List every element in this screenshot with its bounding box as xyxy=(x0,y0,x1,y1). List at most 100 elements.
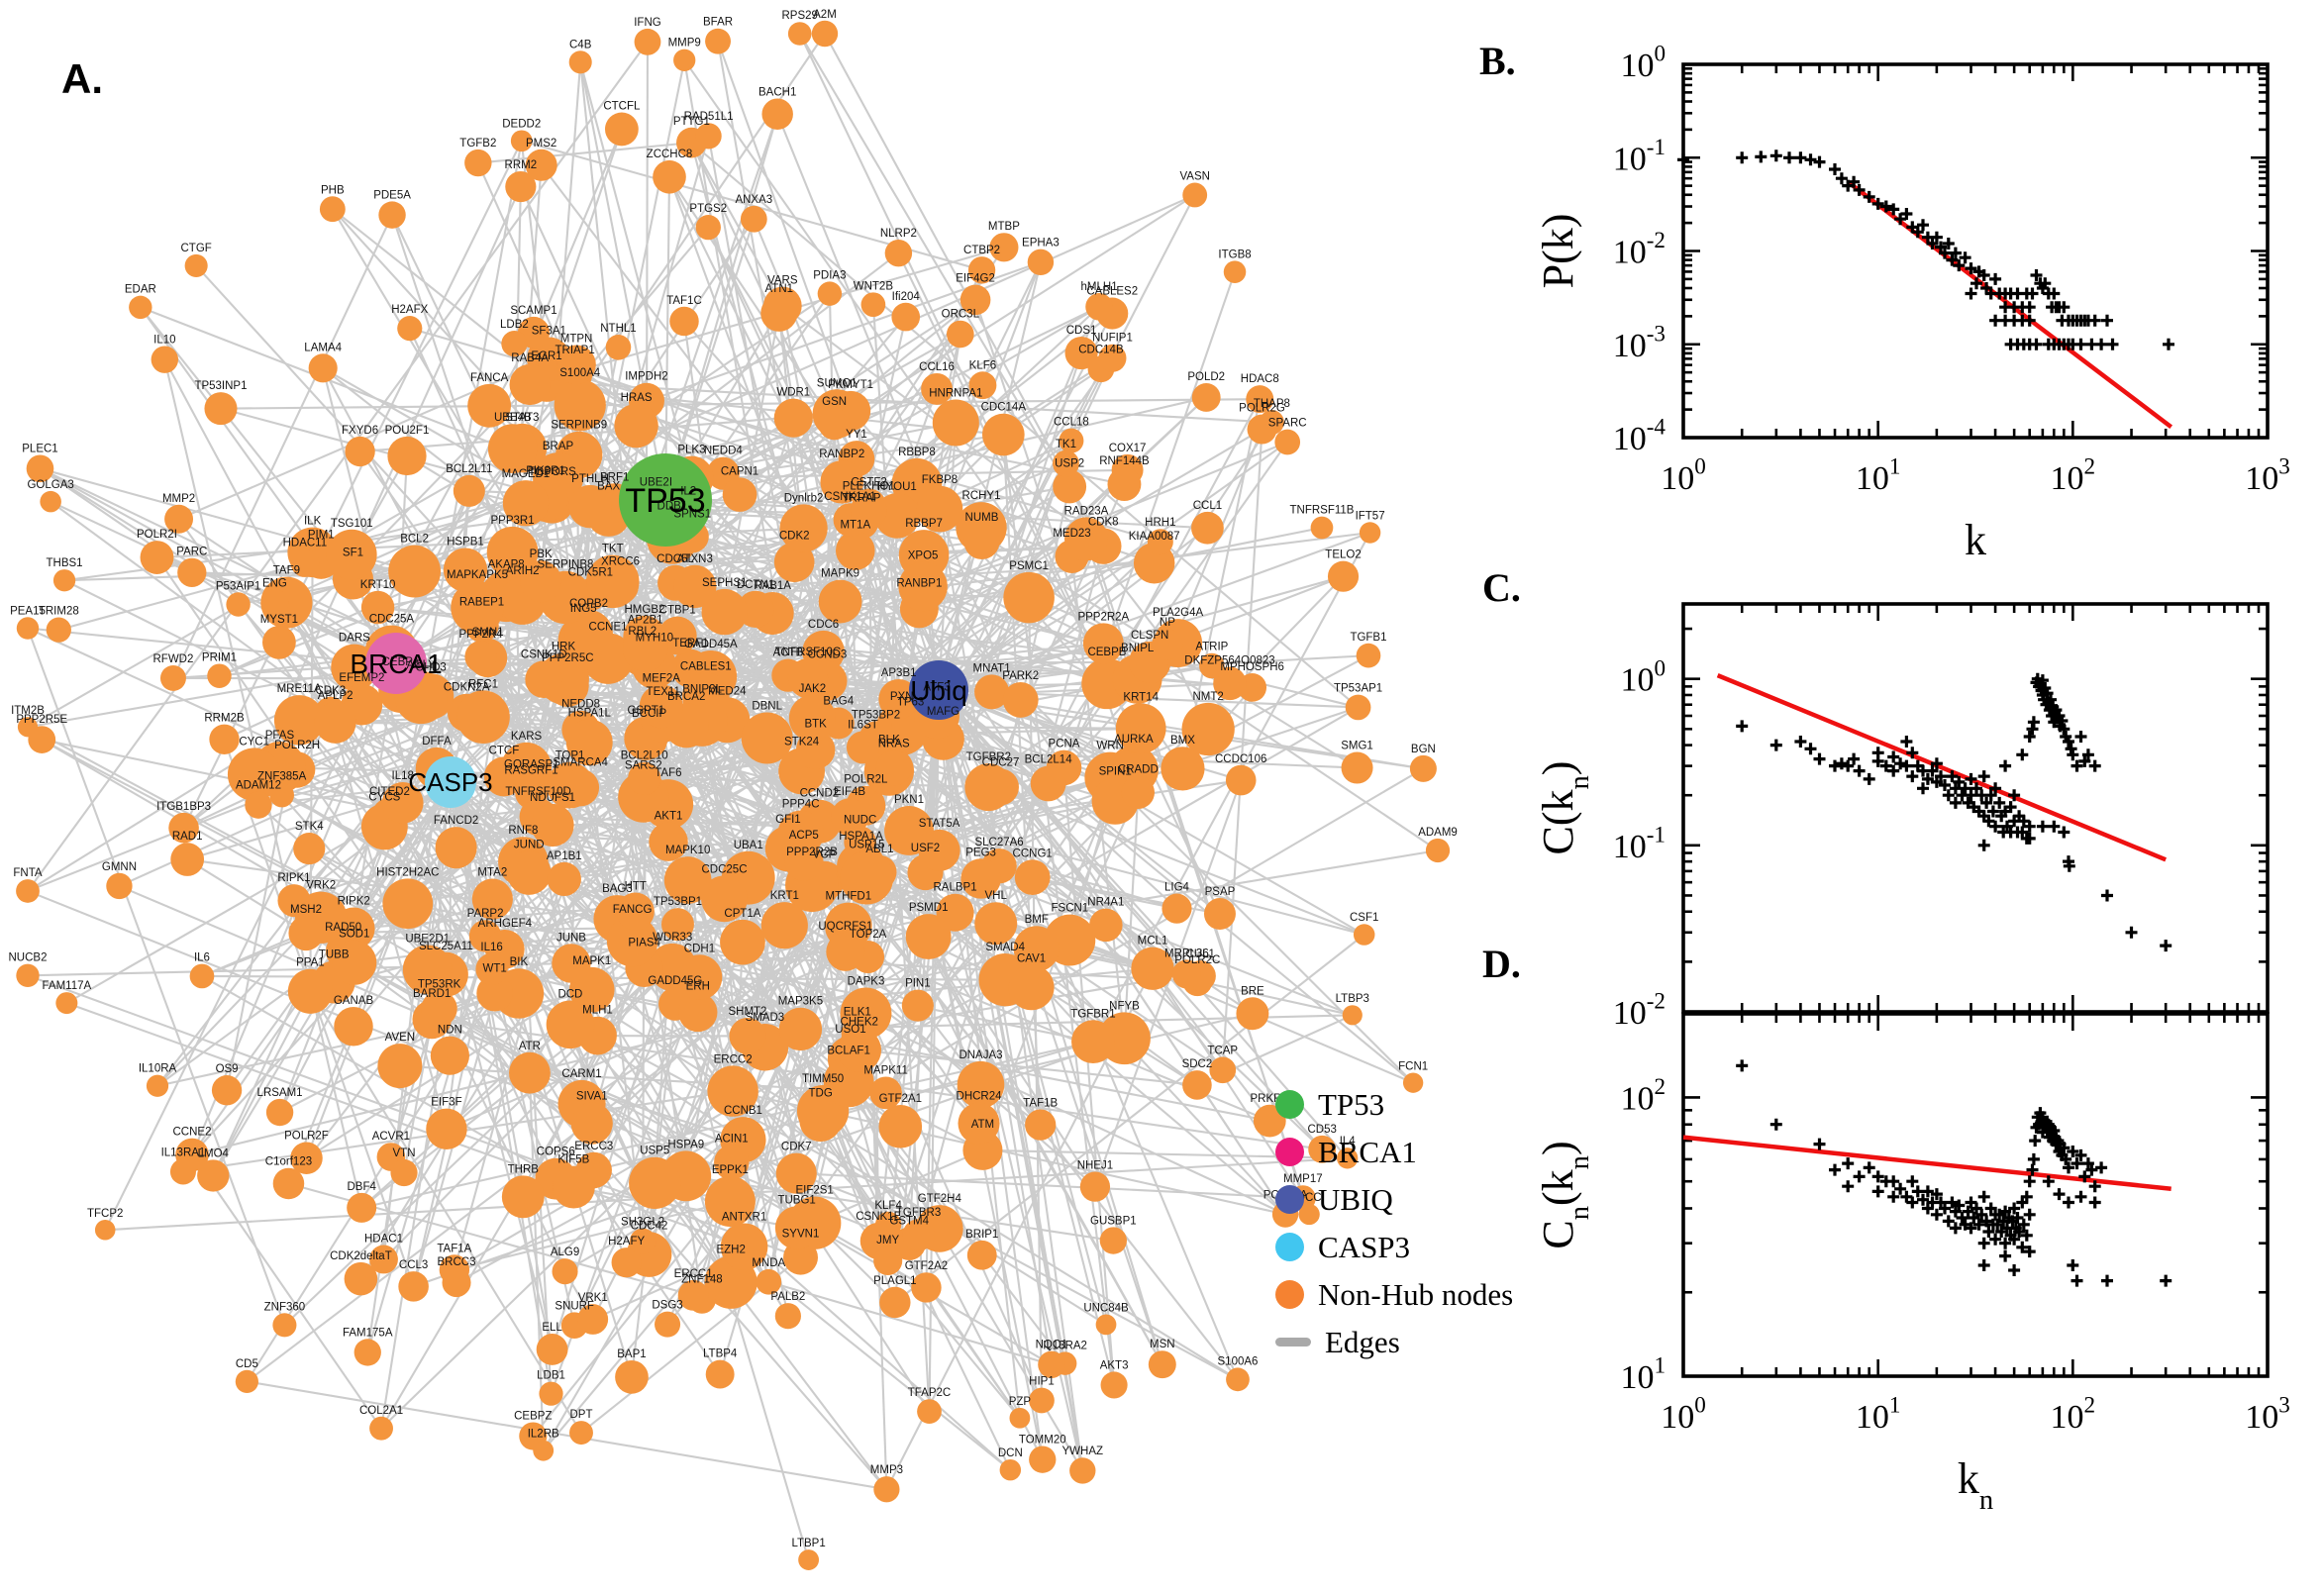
node-label: DHCR24 xyxy=(957,1091,1003,1103)
node-label: JUND xyxy=(514,839,545,850)
node-label: AKT1 xyxy=(655,810,683,822)
network-node xyxy=(552,1165,595,1209)
network-node xyxy=(1029,1387,1055,1414)
node-label: ACVR1 xyxy=(372,1131,410,1143)
network-node xyxy=(605,335,632,360)
network-node xyxy=(464,149,492,177)
network-node xyxy=(604,112,639,147)
node-label: ANXA3 xyxy=(735,194,772,206)
network-node xyxy=(467,383,512,428)
node-label: PXN xyxy=(890,691,914,703)
node-label: LTBP4 xyxy=(703,1348,738,1360)
node-label: TUBG1 xyxy=(777,1194,815,1206)
network-node xyxy=(1107,467,1142,502)
network-node xyxy=(326,529,377,580)
network-node xyxy=(569,1421,593,1446)
node-label: UBE2I xyxy=(640,476,672,488)
node-label: NQO1 xyxy=(1036,1340,1068,1351)
network-node xyxy=(860,292,886,318)
node-label: hMLH1 xyxy=(1081,281,1118,293)
node-label: ATR xyxy=(519,1041,541,1052)
node-label: MTA2 xyxy=(477,867,507,879)
network-node xyxy=(421,990,457,1027)
node-label: GADD45A xyxy=(684,639,738,650)
network-node xyxy=(964,763,1013,812)
network-node xyxy=(1236,997,1269,1031)
node-label: PZP xyxy=(1009,1396,1032,1408)
network-node xyxy=(397,316,423,342)
node-label: PPP2R5E xyxy=(16,714,67,726)
node-label: CDH1 xyxy=(684,943,715,954)
network-node xyxy=(669,306,699,337)
node-label: LDB2 xyxy=(500,319,529,331)
node-label: CARM1 xyxy=(561,1068,601,1080)
hub-node-casp3 xyxy=(425,756,476,808)
node-label: MMP17 xyxy=(1283,1173,1323,1185)
node-label: ACTB xyxy=(773,647,804,658)
node-label: BRE xyxy=(1241,985,1264,997)
network-node xyxy=(817,281,843,306)
network-node xyxy=(204,392,238,426)
node-label: MPHOSPH6 xyxy=(1220,661,1284,673)
node-label: BAG4 xyxy=(823,696,854,708)
node-label: BGN xyxy=(1411,744,1436,755)
node-label: MMP9 xyxy=(668,38,701,50)
network-node xyxy=(484,929,525,969)
node-label: BCCIP xyxy=(632,708,666,720)
node-label: FSCN1 xyxy=(1052,903,1089,915)
node-label: STAT5A xyxy=(919,818,960,830)
node-label: NRAS xyxy=(878,738,910,749)
node-label: RPS29 xyxy=(781,10,817,22)
node-label: TERF1 xyxy=(672,638,708,649)
node-label: BLK xyxy=(878,735,900,747)
node-label: EIF3F xyxy=(431,1097,461,1109)
network-node xyxy=(1152,629,1183,660)
network-node xyxy=(846,731,879,764)
node-label: THRB xyxy=(508,1163,540,1175)
network-node xyxy=(260,589,289,618)
network-node xyxy=(1025,1109,1057,1141)
network-node xyxy=(722,477,758,512)
node-label: CEBPA xyxy=(382,656,420,668)
node-label: SH3GL2 xyxy=(621,1217,664,1229)
node-label: POLR2I xyxy=(137,529,177,541)
network-node xyxy=(916,485,963,533)
network-node xyxy=(189,963,215,989)
node-label: KLF6 xyxy=(969,359,997,371)
network-node xyxy=(695,214,721,241)
legend-node-icon xyxy=(1275,1185,1304,1214)
node-label: CTCF xyxy=(489,745,520,756)
network-node xyxy=(378,201,406,229)
node-label: DSG3 xyxy=(652,1300,682,1312)
node-label: SARS2 xyxy=(625,760,662,772)
node-label: EPHA3 xyxy=(1022,238,1060,249)
node-label: COPS6 xyxy=(537,1147,575,1158)
node-label: MT1A xyxy=(840,519,870,531)
network-node xyxy=(451,580,504,635)
node-label: CCNE1 xyxy=(589,621,628,633)
network-node xyxy=(760,294,798,332)
network-node xyxy=(840,850,894,905)
node-label: BAX xyxy=(597,481,620,493)
node-label: RNF144B xyxy=(1099,455,1150,467)
node-label: ING5 xyxy=(570,603,597,615)
network-node xyxy=(981,413,1025,456)
node-label: HRH1 xyxy=(1145,517,1175,529)
node-label: VARS xyxy=(767,275,798,287)
network-node xyxy=(840,987,892,1040)
network-node xyxy=(1402,1072,1424,1093)
node-label: RFC1 xyxy=(468,678,498,690)
node-label: ELL xyxy=(542,1322,562,1334)
network-node xyxy=(151,346,179,373)
node-label: HRAS xyxy=(621,392,653,404)
node-label: CDK2deltaT xyxy=(330,1250,392,1262)
network-node xyxy=(265,1098,294,1127)
node-label: PPP2R2B xyxy=(786,847,838,858)
network-node xyxy=(774,1206,819,1249)
network-node xyxy=(1310,516,1334,540)
node-label: PTGS2 xyxy=(689,203,727,215)
network-node xyxy=(471,878,513,920)
network-node xyxy=(184,253,208,277)
node-label: KRT14 xyxy=(1123,691,1159,703)
